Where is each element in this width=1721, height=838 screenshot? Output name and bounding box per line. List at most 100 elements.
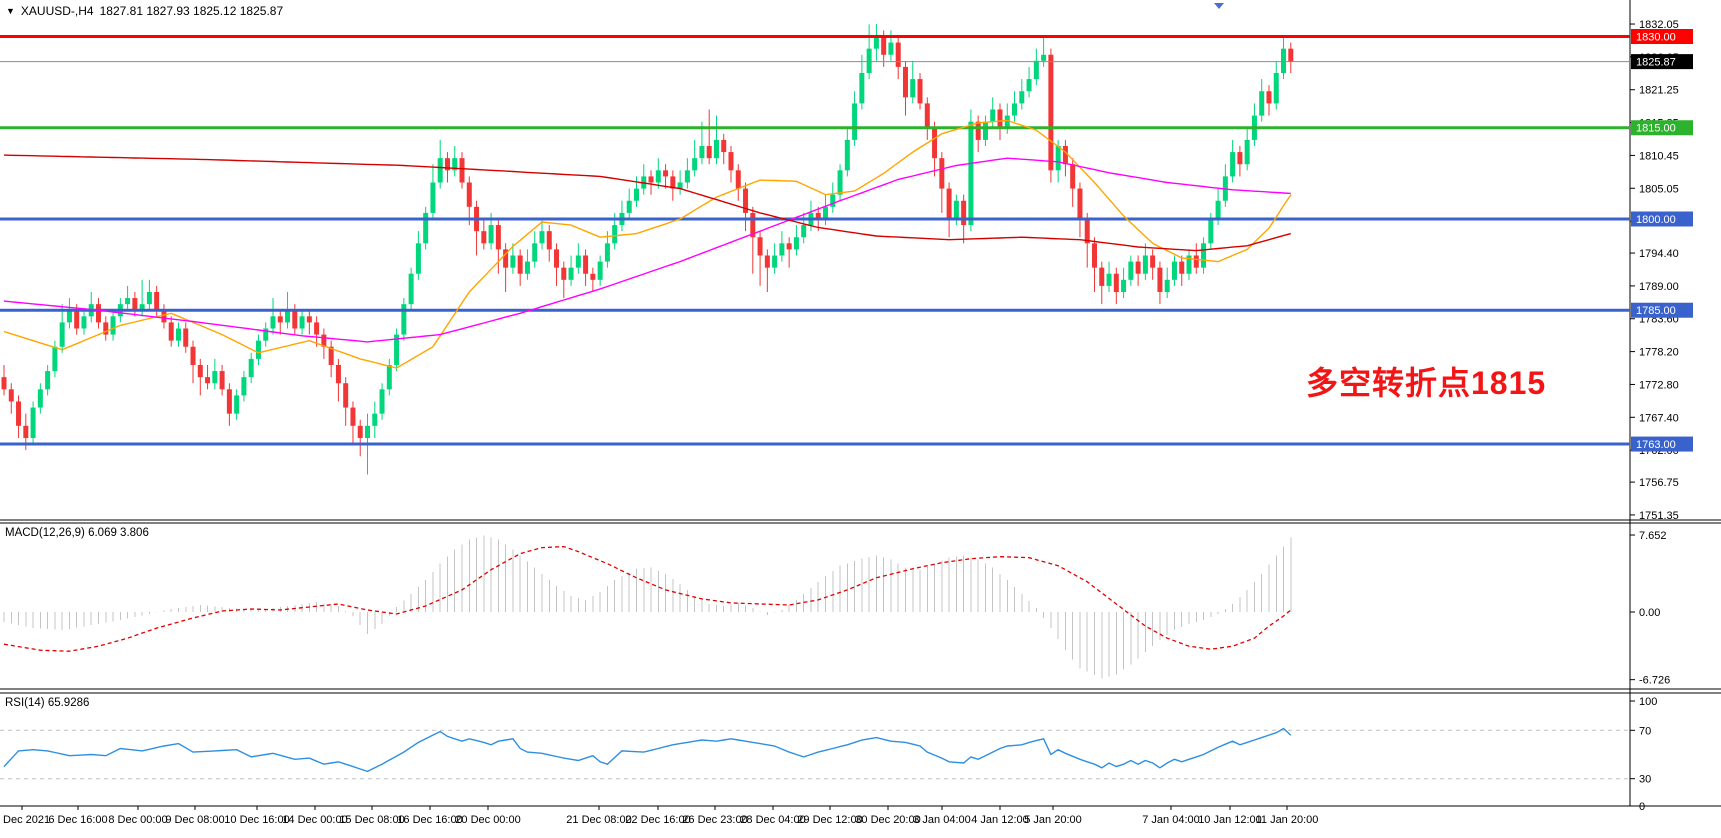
candle-up xyxy=(285,310,291,323)
candle-up xyxy=(234,395,240,414)
candle-up xyxy=(1244,139,1250,165)
candle-up xyxy=(1215,200,1221,219)
candle-down xyxy=(648,176,654,183)
candle-down xyxy=(517,255,523,274)
rsi-line[interactable] xyxy=(3,727,1292,773)
price-axis-label: 1756.75 xyxy=(1639,477,1679,489)
candle-up xyxy=(1019,91,1025,104)
time-axis-label: 28 Dec 04:00 xyxy=(740,814,805,826)
candle-up xyxy=(888,42,894,55)
candle-down xyxy=(917,79,923,104)
candle-down xyxy=(1084,218,1090,244)
price-badge-label: 1815.00 xyxy=(1636,123,1676,135)
time-axis-label: 7 Jan 04:00 xyxy=(1142,814,1200,826)
ma-slow-red[interactable] xyxy=(3,154,1291,252)
rsi-axis-label: 70 xyxy=(1639,725,1651,737)
horizontal-level-lines[interactable] xyxy=(0,34,1630,446)
time-axis-label: 10 Dec 16:00 xyxy=(224,814,289,826)
candle-up xyxy=(255,340,261,359)
time-axis-label: 21 Dec 08:00 xyxy=(566,814,631,826)
macd-axis-label: 7.652 xyxy=(1639,530,1667,542)
price-axis-label: 1805.05 xyxy=(1639,183,1679,195)
candle-up xyxy=(125,298,131,305)
time-axis-label: 9 Dec 08:00 xyxy=(165,814,224,826)
candle-down xyxy=(1157,267,1163,292)
candle-down xyxy=(554,249,560,268)
rsi-panel[interactable] xyxy=(0,693,1630,806)
candle-down xyxy=(335,364,341,384)
candle-down xyxy=(350,407,356,426)
price-badge-label: 1825.87 xyxy=(1636,57,1676,69)
time-axis-label: 11 Jan 20:00 xyxy=(1256,814,1319,826)
candle-up xyxy=(852,103,858,140)
price-axis-label: 1789.00 xyxy=(1639,281,1679,293)
candle-up xyxy=(823,206,829,219)
candle-up xyxy=(394,334,400,365)
price-badge-label: 1785.00 xyxy=(1636,305,1676,317)
candle-down xyxy=(1077,188,1083,219)
candle-up xyxy=(59,322,65,347)
symbol-period-label: XAUUSD-,H4 xyxy=(20,4,94,18)
candle-down xyxy=(1048,54,1054,171)
candle-up xyxy=(1164,279,1170,292)
candle-down xyxy=(328,346,334,365)
candle-down xyxy=(1288,48,1294,62)
price-axis-label: 1810.45 xyxy=(1639,150,1679,162)
price-axis-label: 1772.80 xyxy=(1639,379,1679,391)
macd-axis[interactable]: 7.652 0.00 -6.726 xyxy=(1630,530,1670,687)
rsi-axis[interactable]: 100 70 30 0 xyxy=(1630,696,1657,813)
candle-up xyxy=(604,243,610,262)
candle-down xyxy=(561,267,567,280)
macd-histogram[interactable] xyxy=(3,535,1292,679)
candle-down xyxy=(735,170,741,189)
ma-medium-magenta[interactable] xyxy=(3,157,1291,343)
price-badge-label: 1800.00 xyxy=(1636,214,1676,226)
candle-down xyxy=(932,127,938,159)
candle-down xyxy=(357,425,363,438)
price-axis-label: 1767.40 xyxy=(1639,412,1679,424)
candle-up xyxy=(1033,60,1039,80)
time-axis-label: 8 Dec 00:00 xyxy=(108,814,167,826)
candle-down xyxy=(1062,145,1068,165)
candle-up xyxy=(597,261,603,280)
candle-up xyxy=(379,389,385,414)
candle-down xyxy=(1179,261,1185,274)
symbol-dropdown-icon[interactable]: ▼ xyxy=(6,6,15,16)
candle-up xyxy=(401,304,407,335)
candle-down xyxy=(219,371,225,390)
candle-up xyxy=(1273,72,1279,104)
candle-up xyxy=(110,316,116,335)
annotation-text[interactable]: 多空转折点1815 xyxy=(1306,365,1547,401)
price-axis-badges: 1830.00 1815.00 1800.00 1785.00 1763.00 1825.… xyxy=(1631,28,1693,452)
candle-up xyxy=(299,316,305,329)
candle-up xyxy=(81,316,87,329)
candle-up xyxy=(626,200,632,213)
macd-panel[interactable] xyxy=(0,523,1630,689)
candle-down xyxy=(132,298,138,311)
candle-down xyxy=(16,401,22,426)
rsi-axis-label: 30 xyxy=(1639,774,1651,786)
time-axis-label: 22 Dec 16:00 xyxy=(625,814,690,826)
candle-down xyxy=(895,42,901,67)
candle-down xyxy=(226,389,232,414)
candle-down xyxy=(757,237,763,256)
macd-signal-line[interactable] xyxy=(3,545,1292,652)
candle-up xyxy=(365,425,370,438)
candle-up xyxy=(990,109,996,122)
candle-down xyxy=(1193,255,1199,268)
candle-up xyxy=(772,255,778,268)
candle-up xyxy=(859,72,865,104)
time-axis-label: 29 Dec 12:00 xyxy=(797,814,862,826)
main-chart-panel[interactable] xyxy=(0,0,1630,520)
candle-up xyxy=(612,225,618,244)
candle-up xyxy=(1128,261,1134,280)
candle-up xyxy=(575,255,581,268)
price-badge xyxy=(1631,436,1693,452)
ma-fast-orange[interactable] xyxy=(3,119,1292,369)
candle-up xyxy=(1026,79,1032,92)
candle-up xyxy=(779,243,785,256)
time-axis-label: 4 Jan 12:00 xyxy=(971,814,1029,826)
candle-down xyxy=(466,182,472,207)
